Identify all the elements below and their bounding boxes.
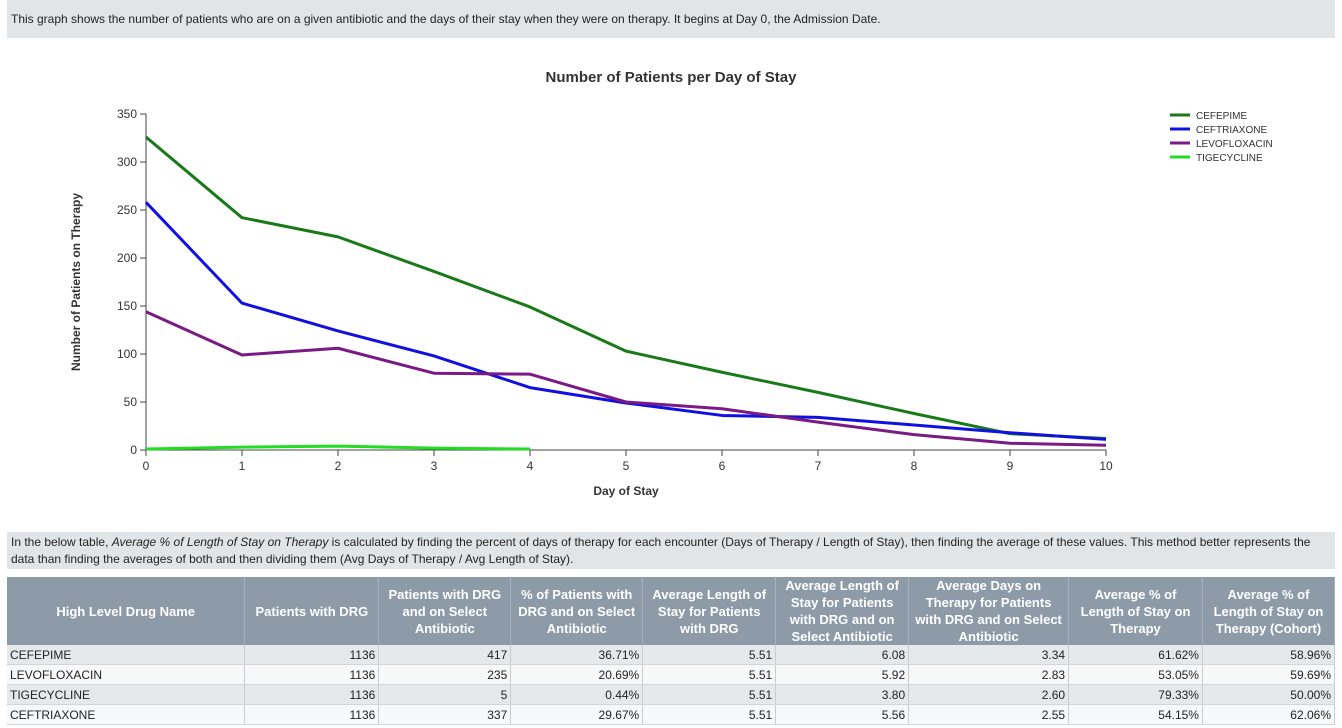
table-cell: 50.00% bbox=[1202, 684, 1336, 705]
y-tick-label: 50 bbox=[124, 395, 138, 409]
table-cell: 5.51 bbox=[642, 684, 777, 705]
column-header[interactable]: Average Days on Therapy for Patients wit… bbox=[908, 577, 1070, 645]
table-header-row: High Level Drug Name Patients with DRG Pat… bbox=[7, 577, 1336, 645]
table-description-prefix: In the below table, bbox=[11, 535, 112, 549]
table-cell: 5.51 bbox=[642, 704, 777, 725]
table-cell: 0.44% bbox=[510, 684, 644, 705]
drug-name-cell: CEFTRIAXONE bbox=[7, 704, 246, 725]
x-axis-label: Day of Stay bbox=[593, 484, 659, 498]
legend-label-levofloxacin: LEVOFLOXACIN bbox=[1196, 139, 1273, 150]
table-cell: 417 bbox=[378, 645, 512, 665]
table-cell: 62.06% bbox=[1202, 704, 1336, 725]
drug-name-cell: CEFEPIME bbox=[7, 645, 246, 665]
x-tick-label: 7 bbox=[815, 459, 822, 473]
table-cell: 3.34 bbox=[908, 645, 1070, 665]
table-cell: 54.15% bbox=[1068, 704, 1203, 725]
table-cell: 6.08 bbox=[775, 645, 910, 665]
column-header[interactable]: Average Length of Stay for Patients with… bbox=[642, 577, 777, 645]
y-tick-label: 250 bbox=[117, 203, 137, 217]
x-tick-label: 3 bbox=[431, 459, 438, 473]
x-tick-label: 5 bbox=[623, 459, 630, 473]
x-tick-label: 8 bbox=[911, 459, 918, 473]
table-description-emphasis: Average % of Length of Stay on Therapy bbox=[111, 535, 329, 549]
table-cell: 36.71% bbox=[510, 645, 644, 665]
y-tick-label: 350 bbox=[117, 107, 137, 121]
table-row: CEFTRIAXONE 1136 337 29.67% 5.51 5.56 2.55 54.1… bbox=[7, 704, 1336, 725]
series-line-ceftriaxone bbox=[144, 201, 1107, 441]
x-tick-label: 9 bbox=[1007, 459, 1014, 473]
table-cell: 1136 bbox=[244, 704, 380, 725]
table-cell: 5 bbox=[378, 684, 512, 705]
table-cell: 5.51 bbox=[642, 645, 777, 665]
table-cell: 1136 bbox=[244, 684, 380, 705]
table-cell: 2.60 bbox=[908, 684, 1070, 705]
patients-per-day-chart: Number of Patients per Day of Stay050100… bbox=[69, 69, 1273, 498]
y-axis-label: Number of Patients on Therapy bbox=[69, 193, 83, 371]
table-row: LEVOFLOXACIN 1136 235 20.69% 5.51 5.92 2.83 53.… bbox=[7, 664, 1336, 685]
column-header[interactable]: Average % of Length of Stay on Therapy (… bbox=[1202, 577, 1336, 645]
x-tick-label: 0 bbox=[143, 459, 150, 473]
column-header[interactable]: Average Length of Stay for Patients with… bbox=[775, 577, 910, 645]
table-description-suffix: is calculated by finding the percent of … bbox=[11, 535, 1311, 566]
column-header[interactable]: Patients with DRG and on Select Antibiot… bbox=[378, 577, 512, 645]
table-cell: 2.83 bbox=[908, 664, 1070, 685]
table-cell: 1136 bbox=[244, 664, 380, 685]
drug-summary-table: High Level Drug Name Patients with DRG Pat… bbox=[7, 577, 1336, 725]
y-tick-label: 200 bbox=[117, 251, 137, 265]
column-header[interactable]: % of Patients with DRG and on Select Ant… bbox=[510, 577, 644, 645]
table-cell: 29.67% bbox=[510, 704, 644, 725]
table-cell: 5.92 bbox=[775, 664, 910, 685]
x-tick-label: 4 bbox=[527, 459, 534, 473]
table-cell: 20.69% bbox=[510, 664, 644, 685]
legend-label-ceftriaxone: CEFTRIAXONE bbox=[1196, 125, 1267, 136]
legend-label-cefepime: CEFEPIME bbox=[1196, 111, 1247, 122]
table-cell: 2.55 bbox=[908, 704, 1070, 725]
table-cell: 79.33% bbox=[1068, 684, 1203, 705]
series-line-cefepime bbox=[145, 135, 1107, 440]
y-tick-label: 150 bbox=[117, 299, 137, 313]
series-line-levofloxacin bbox=[145, 310, 1107, 447]
table-cell: 61.62% bbox=[1068, 645, 1203, 665]
table-cell: 235 bbox=[378, 664, 512, 685]
chart-title: Number of Patients per Day of Stay bbox=[546, 69, 798, 86]
column-header[interactable]: Average % of Length of Stay on Therapy bbox=[1068, 577, 1203, 645]
table-cell: 3.80 bbox=[775, 684, 910, 705]
table-cell: 59.69% bbox=[1202, 664, 1336, 685]
x-tick-label: 10 bbox=[1099, 459, 1113, 473]
column-header[interactable]: High Level Drug Name bbox=[7, 577, 246, 645]
table-cell: 1136 bbox=[244, 645, 380, 665]
table-row: TIGECYCLINE 1136 5 0.44% 5.51 3.80 2.60 79.33% 5… bbox=[7, 684, 1336, 705]
table-description: In the below table, Average % of Length … bbox=[7, 532, 1335, 569]
y-tick-label: 300 bbox=[117, 155, 137, 169]
y-tick-label: 100 bbox=[117, 347, 137, 361]
table-cell: 5.56 bbox=[775, 704, 910, 725]
legend-label-tigecycline: TIGECYCLINE bbox=[1196, 153, 1263, 164]
table-cell: 53.05% bbox=[1068, 664, 1203, 685]
x-tick-label: 6 bbox=[719, 459, 726, 473]
column-header[interactable]: Patients with DRG bbox=[244, 577, 380, 645]
x-tick-label: 1 bbox=[239, 459, 246, 473]
table-row: CEFEPIME 1136 417 36.71% 5.51 6.08 3.34 61.62% 5… bbox=[7, 645, 1336, 665]
graph-description: This graph shows the number of patients … bbox=[7, 0, 1335, 38]
table-cell: 5.51 bbox=[642, 664, 777, 685]
table-cell: 58.96% bbox=[1202, 645, 1336, 665]
drug-name-cell: TIGECYCLINE bbox=[7, 684, 246, 705]
drug-name-cell: LEVOFLOXACIN bbox=[7, 664, 246, 685]
table-cell: 337 bbox=[378, 704, 512, 725]
y-tick-label: 0 bbox=[130, 443, 137, 457]
x-tick-label: 2 bbox=[335, 459, 342, 473]
series-line-tigecycline bbox=[145, 444, 531, 451]
